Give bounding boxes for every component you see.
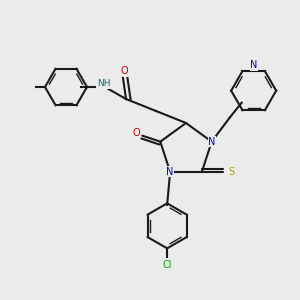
Text: N: N bbox=[250, 60, 257, 70]
Text: O: O bbox=[121, 65, 128, 76]
Text: Cl: Cl bbox=[162, 260, 172, 270]
Text: N: N bbox=[167, 167, 174, 177]
Text: N: N bbox=[208, 137, 215, 147]
Text: NH: NH bbox=[97, 80, 110, 88]
Text: O: O bbox=[133, 128, 140, 138]
Text: S: S bbox=[229, 167, 235, 177]
